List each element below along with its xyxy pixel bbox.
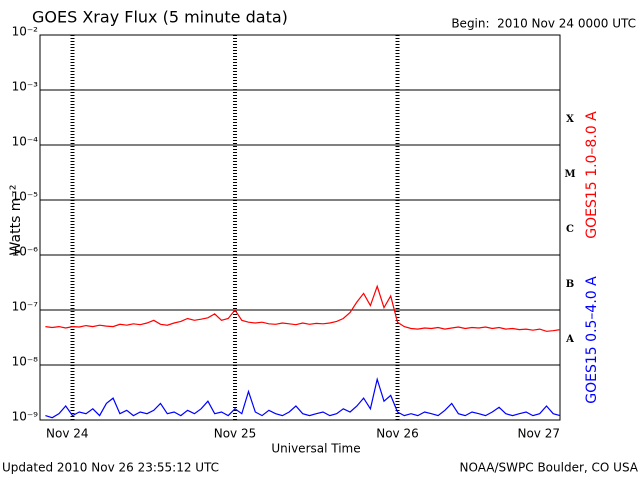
x-tick-label: Nov 26: [376, 427, 419, 441]
legend-label: GOES15 1.0–8.0 A: [584, 111, 600, 239]
flare-class-label: B: [566, 279, 574, 290]
plot-frame: [39, 34, 561, 421]
y-tick-label: 10⁻⁵: [12, 190, 39, 204]
y-tick-label: 10⁻⁸: [12, 355, 39, 369]
y-tick-label: 10⁻⁹: [12, 410, 39, 424]
series-line: [45, 377, 561, 419]
flare-class-label: M: [564, 169, 575, 180]
footer-left: Updated 2010 Nov 26 23:55:12 UTC: [2, 461, 219, 475]
y-tick-label: 10⁻³: [12, 80, 39, 94]
y-tick-label: 10⁻²: [12, 25, 39, 39]
y-axis-label: Watts m⁻²: [8, 185, 24, 256]
flare-class-label: X: [566, 114, 574, 125]
y-tick-label: 10⁻⁷: [12, 300, 39, 314]
legend-label: GOES15 0.5–4.0 A: [584, 276, 600, 404]
x-tick-label: Nov 24: [46, 427, 89, 441]
flare-class-label: C: [566, 224, 574, 235]
x-tick-label: Nov 25: [214, 427, 257, 441]
footer-right: NOAA/SWPC Boulder, CO USA: [460, 461, 639, 475]
x-tick-label: Nov 27: [517, 427, 560, 441]
chart-subtitle: Begin: 2010 Nov 24 0000 UTC: [451, 17, 636, 31]
y-tick-label: 10⁻⁴: [12, 135, 39, 149]
series-line: [45, 284, 561, 332]
flare-class-label: A: [565, 334, 574, 345]
chart-title: GOES Xray Flux (5 minute data): [32, 8, 288, 27]
x-axis-label: Universal Time: [271, 442, 360, 456]
y-tick-label: 10⁻⁶: [12, 245, 39, 259]
